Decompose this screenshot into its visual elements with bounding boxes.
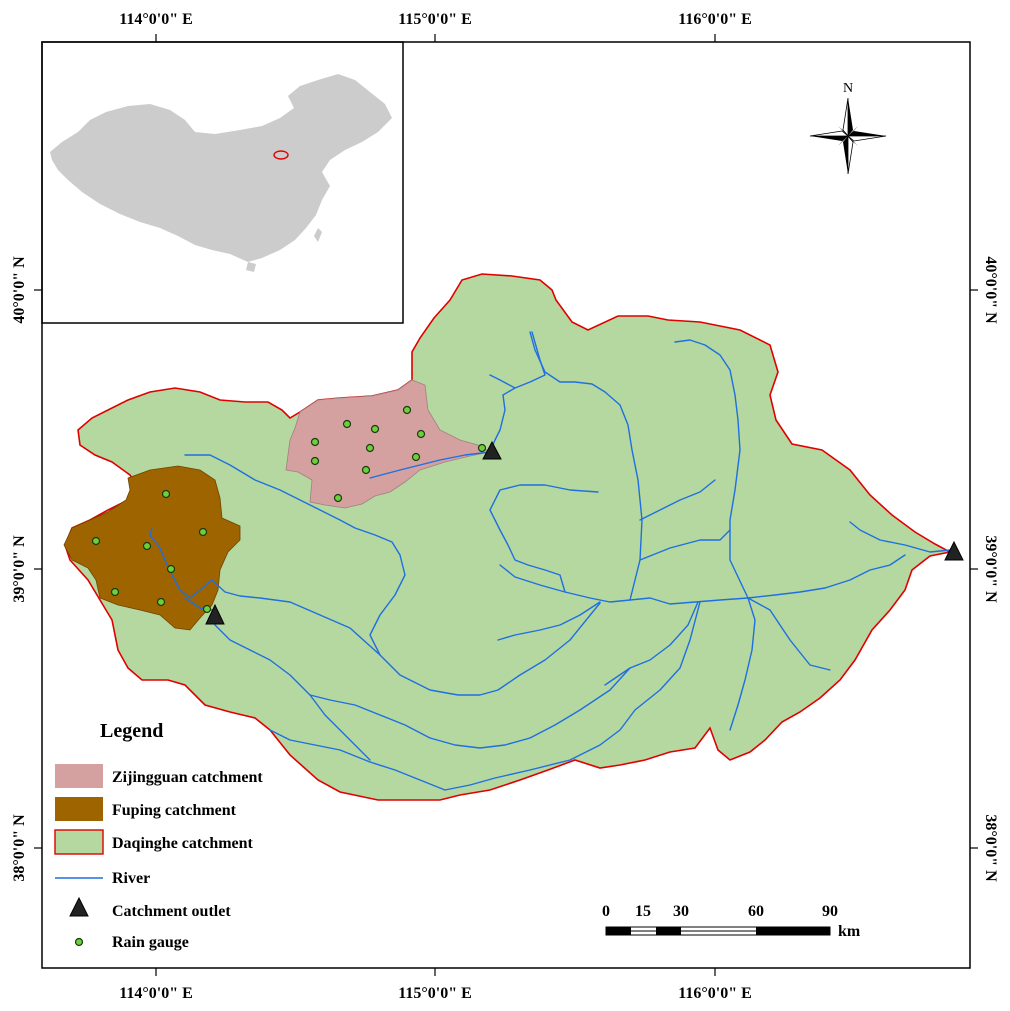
scale-bar: 0 15 30 60 90 km — [602, 903, 861, 940]
hainan-island — [246, 262, 256, 272]
bottom-lon-label: 116°0'0" E — [678, 985, 752, 1002]
rain-gauge — [161, 489, 171, 499]
coordinate-labels: 114°0'0" E 115°0'0" E 116°0'0" E 114°0'0… — [11, 11, 999, 1002]
outlet-triangle — [944, 540, 964, 561]
rain-gauges — [91, 405, 487, 614]
rain-gauge — [310, 456, 320, 466]
scale-unit: km — [838, 923, 861, 940]
scale-tick-label: 90 — [822, 903, 838, 920]
right-lat-label: 40°0'0" N — [982, 256, 999, 324]
legend-swatch-gauge — [74, 937, 84, 947]
right-lat-label: 38°0'0" N — [982, 814, 999, 882]
rain-gauge — [156, 597, 166, 607]
rain-gauge — [365, 443, 375, 453]
right-lat-label: 39°0'0" N — [982, 535, 999, 603]
rain-gauge — [202, 604, 212, 614]
top-lon-label: 115°0'0" E — [398, 11, 472, 28]
rain-gauge — [310, 437, 320, 447]
rain-gauge — [91, 536, 101, 546]
top-lon-label: 114°0'0" E — [119, 11, 193, 28]
north-arrow: N — [809, 81, 887, 175]
legend-swatch-daqinghe — [54, 829, 104, 855]
scale-tick-label: 0 — [602, 903, 610, 920]
legend-swatch-outlet — [69, 896, 89, 917]
legend-label: Rain gauge — [112, 934, 189, 951]
legend-label: River — [112, 870, 150, 887]
rain-gauge — [402, 405, 412, 415]
outlet-triangle — [205, 603, 225, 625]
north-label: N — [843, 81, 853, 96]
top-lon-label: 116°0'0" E — [678, 11, 752, 28]
rain-gauge — [110, 587, 120, 597]
map-frame — [41, 41, 971, 969]
scale-tick-label: 30 — [673, 903, 689, 920]
left-lat-label: 38°0'0" N — [11, 814, 28, 882]
rain-gauge — [166, 564, 176, 574]
legend-label: Catchment outlet — [112, 903, 231, 920]
outlet-triangle — [482, 440, 502, 460]
legend-title: Legend — [100, 720, 163, 742]
scale-tick-label: 60 — [748, 903, 764, 920]
china-outline — [50, 74, 392, 262]
left-lat-label: 40°0'0" N — [11, 256, 28, 324]
river-network — [149, 331, 951, 791]
rain-gauge — [198, 527, 208, 537]
catchment-outlets — [205, 440, 964, 625]
legend-label: Daqinghe catchment — [112, 835, 254, 852]
bottom-lon-label: 115°0'0" E — [398, 985, 472, 1002]
legend-label: Zijingguan catchment — [112, 769, 263, 786]
rain-gauge — [416, 429, 426, 439]
rain-gauge — [142, 541, 152, 551]
rain-gauge — [477, 443, 487, 453]
legend-label: Fuping catchment — [112, 802, 237, 819]
legend-swatch-fuping — [55, 797, 103, 821]
scale-tick-label: 15 — [635, 903, 651, 920]
rain-gauge — [370, 424, 380, 434]
bottom-lon-label: 114°0'0" E — [119, 985, 193, 1002]
rain-gauge — [361, 465, 371, 475]
graticule-ticks — [34, 34, 978, 976]
study-area-marker — [273, 150, 289, 160]
rain-gauge — [411, 452, 421, 462]
left-lat-label: 39°0'0" N — [11, 535, 28, 603]
inset-map — [41, 41, 404, 324]
rain-gauge — [333, 493, 343, 503]
legend: Legend Zijingguan catchment Fuping catch… — [54, 720, 263, 951]
fuping-catchment — [63, 465, 241, 631]
rain-gauge — [342, 419, 352, 429]
taiwan-island — [314, 228, 322, 242]
legend-swatch-zijingguan — [55, 764, 103, 788]
